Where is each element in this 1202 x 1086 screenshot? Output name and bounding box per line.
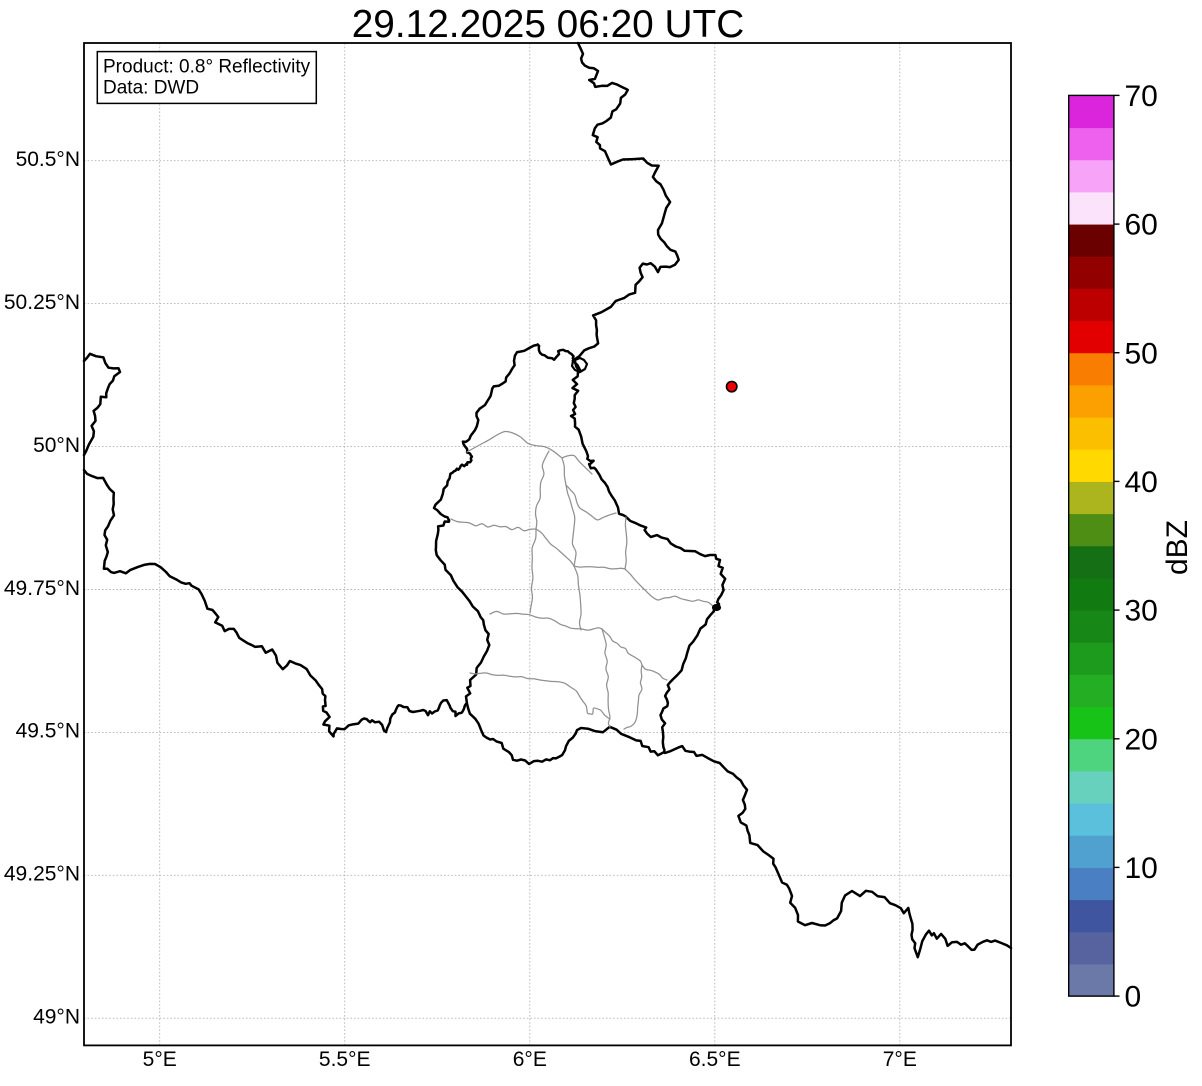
svg-text:6.5°E: 6.5°E: [689, 1048, 741, 1071]
svg-text:49°N: 49°N: [33, 1006, 80, 1029]
svg-text:50.25°N: 50.25°N: [4, 291, 80, 314]
svg-text:50°N: 50°N: [33, 434, 80, 457]
svg-text:60: 60: [1125, 209, 1158, 242]
svg-text:40: 40: [1125, 466, 1158, 499]
svg-text:20: 20: [1125, 723, 1158, 756]
svg-text:50: 50: [1125, 337, 1158, 370]
svg-text:30: 30: [1125, 595, 1158, 628]
svg-text:49.25°N: 49.25°N: [4, 863, 80, 886]
svg-text:29.12.2025 06:20 UTC: 29.12.2025 06:20 UTC: [352, 3, 745, 46]
svg-text:10: 10: [1125, 852, 1158, 885]
svg-text:5.5°E: 5.5°E: [319, 1048, 371, 1071]
svg-text:5°E: 5°E: [143, 1048, 177, 1071]
svg-text:50.5°N: 50.5°N: [16, 148, 80, 171]
svg-text:70: 70: [1125, 80, 1158, 113]
svg-text:0: 0: [1125, 981, 1142, 1014]
svg-text:49.75°N: 49.75°N: [4, 577, 80, 600]
svg-text:49.5°N: 49.5°N: [16, 720, 80, 743]
svg-text:7°E: 7°E: [883, 1048, 917, 1071]
svg-text:dBZ: dBZ: [1161, 520, 1194, 575]
svg-text:Data: DWD: Data: DWD: [103, 78, 199, 99]
svg-text:Product: 0.8° Reflectivity: Product: 0.8° Reflectivity: [103, 57, 311, 78]
svg-text:6°E: 6°E: [513, 1048, 547, 1071]
